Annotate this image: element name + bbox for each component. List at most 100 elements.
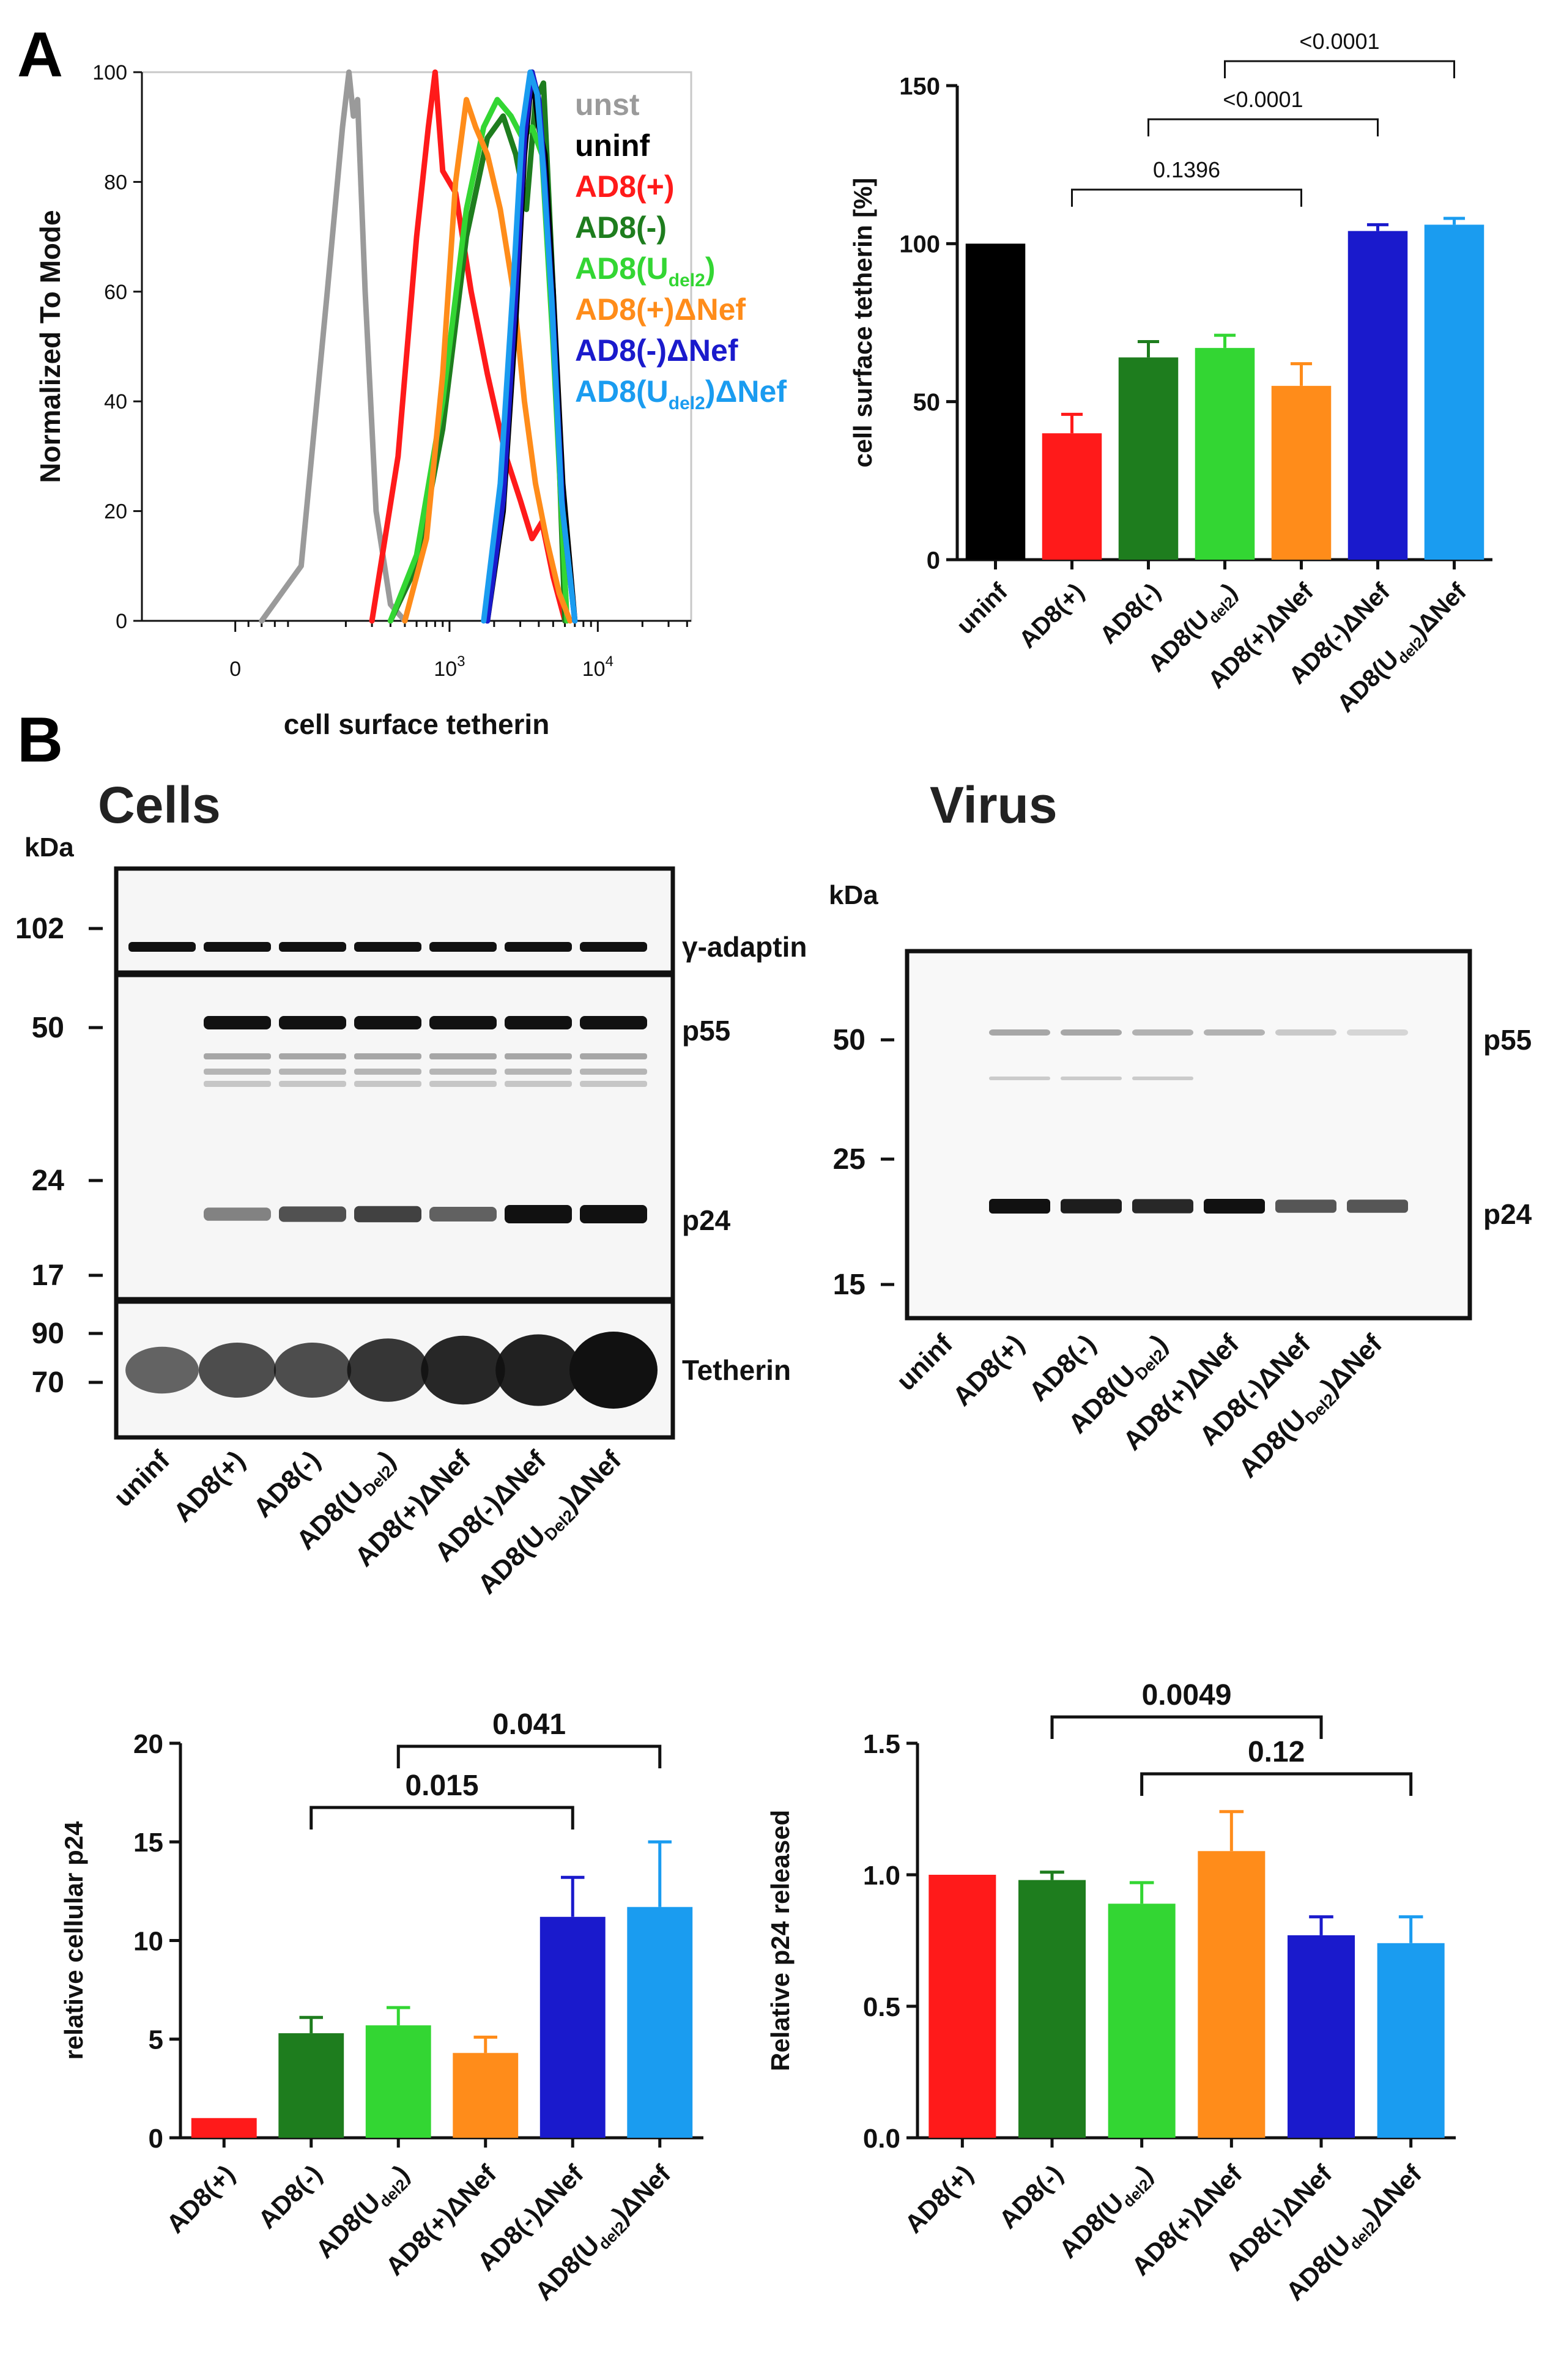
p-value-label: 0.1396: [1153, 157, 1220, 182]
p24-band: [1204, 1199, 1265, 1214]
y-tick-label: 0: [149, 2124, 163, 2154]
panel-label-a: A: [17, 20, 63, 91]
blot-frame: [905, 949, 1472, 1321]
bar: [278, 2033, 344, 2138]
gamma-adaptin-band: [279, 942, 346, 952]
tetherin-band: [347, 1338, 429, 1402]
p-value-label: 0.015: [405, 1770, 478, 1802]
x-tick-exponent: 4: [606, 653, 613, 670]
tetherin-band: [198, 1343, 276, 1398]
y-tick-label: 10: [133, 1926, 163, 1956]
intermediate-band: [429, 1053, 497, 1059]
band-label: Tetherin: [682, 1354, 791, 1386]
intermediate-band: [580, 1053, 647, 1059]
y-tick-label: 100: [92, 61, 127, 84]
p24-band: [204, 1207, 271, 1221]
lane-label: AD8(UDel2)ΔNef: [472, 1445, 630, 1603]
lane-label-text: uninf: [891, 1329, 958, 1396]
p-value-label: <0.0001: [1223, 87, 1303, 112]
y-tick-label: 50: [913, 389, 941, 416]
significance-bracket: [309, 1806, 574, 1829]
intermediate-band: [429, 1069, 497, 1075]
gamma-adaptin-band: [354, 942, 421, 952]
x-tick-label-text: AD8(+): [161, 2159, 240, 2239]
kda-marker: 25: [833, 1143, 865, 1176]
p55-band: [1275, 1029, 1336, 1036]
y-tick-label: 20: [104, 500, 127, 524]
x-tick-label-suffix: )ΔNef: [607, 2159, 676, 2228]
intermediate-band: [279, 1081, 346, 1087]
x-tick-label-text: AD8(+): [899, 2159, 979, 2239]
section-title-cells: Cells: [98, 776, 221, 834]
x-tick-base: 10: [582, 658, 606, 681]
x-tick-label: AD8(-): [253, 2159, 327, 2234]
intermediate-band: [505, 1081, 572, 1087]
y-tick-label: 1.0: [863, 1861, 900, 1891]
p24-band: [279, 1206, 346, 1222]
band-label: γ-adaptin: [682, 931, 807, 963]
x-tick-label-text: AD8(-): [253, 2159, 327, 2234]
legend-text: AD8(+)ΔNef: [575, 292, 746, 327]
x-tick-label: AD8(+): [161, 2159, 240, 2239]
p55-band: [1204, 1029, 1265, 1036]
bar: [453, 2053, 519, 2138]
p55-band: [429, 1016, 497, 1029]
blot-frame: [114, 866, 675, 975]
intermediate-band: [505, 1053, 572, 1059]
bar: [1347, 231, 1408, 560]
p-value-label: 0.041: [492, 1708, 566, 1741]
bar: [365, 2025, 431, 2138]
x-axis-label: cell surface tetherin: [284, 708, 550, 740]
kda-marker: 17: [32, 1259, 64, 1292]
lane-label-text: AD8(+): [168, 1445, 251, 1528]
bar: [1042, 433, 1102, 560]
legend-text: uninf: [575, 128, 650, 163]
lane-label-suffix: )ΔNef: [1316, 1329, 1388, 1401]
tetherin-band: [125, 1346, 199, 1394]
legend-text: AD8(U: [575, 374, 669, 409]
x-tick-base: 0: [229, 658, 241, 681]
x-tick-label-suffix: )ΔNef: [1358, 2159, 1428, 2228]
y-axis-label: relative cellular p24: [59, 1821, 88, 2060]
faint-band: [1132, 1077, 1193, 1080]
intermediate-band: [429, 1081, 497, 1087]
p24-band: [505, 1205, 572, 1223]
tetherin-band: [569, 1332, 658, 1409]
y-tick-label: 0: [116, 610, 127, 633]
faint-band: [989, 1077, 1050, 1080]
p24-band: [1132, 1199, 1193, 1214]
kda-label-virus: kDa: [829, 880, 878, 910]
bar: [1288, 1935, 1355, 2138]
legend-suffix: )ΔNef: [705, 374, 787, 409]
bar: [1198, 1851, 1266, 2138]
histogram-curve: [259, 69, 408, 624]
gamma-adaptin-band: [429, 942, 497, 952]
bar: [191, 2118, 257, 2138]
legend-entry: AD8(Udel2): [575, 251, 715, 291]
western-blot-virus: kDa502515p55p24uninfAD8(+)AD8(-)AD8(UDel…: [829, 880, 1532, 1484]
x-tick-label: AD8(-): [993, 2159, 1068, 2234]
y-tick-label: 80: [104, 171, 127, 194]
p55-band: [580, 1016, 647, 1029]
kda-marker: 50: [32, 1012, 64, 1044]
x-tick-label-text: uninf: [952, 578, 1014, 640]
kda-marker: 50: [833, 1024, 865, 1056]
intermediate-band: [580, 1069, 647, 1075]
x-tick-label: 0: [229, 658, 241, 681]
x-tick-label-text: AD8(U: [1053, 2188, 1129, 2264]
intermediate-band: [204, 1081, 271, 1087]
legend-subscript: del2: [669, 270, 705, 291]
kda-marker: 90: [32, 1318, 64, 1350]
y-tick-label: 1.5: [863, 1729, 900, 1759]
lane-label: uninf: [108, 1445, 176, 1513]
tetherin-band: [273, 1343, 352, 1398]
intermediate-band: [354, 1081, 421, 1087]
legend-entry: uninf: [575, 128, 650, 163]
x-tick-base: 10: [434, 658, 457, 681]
legend-text: unst: [575, 87, 640, 122]
p24-band: [1275, 1199, 1336, 1213]
significance-bracket: [1071, 188, 1302, 207]
